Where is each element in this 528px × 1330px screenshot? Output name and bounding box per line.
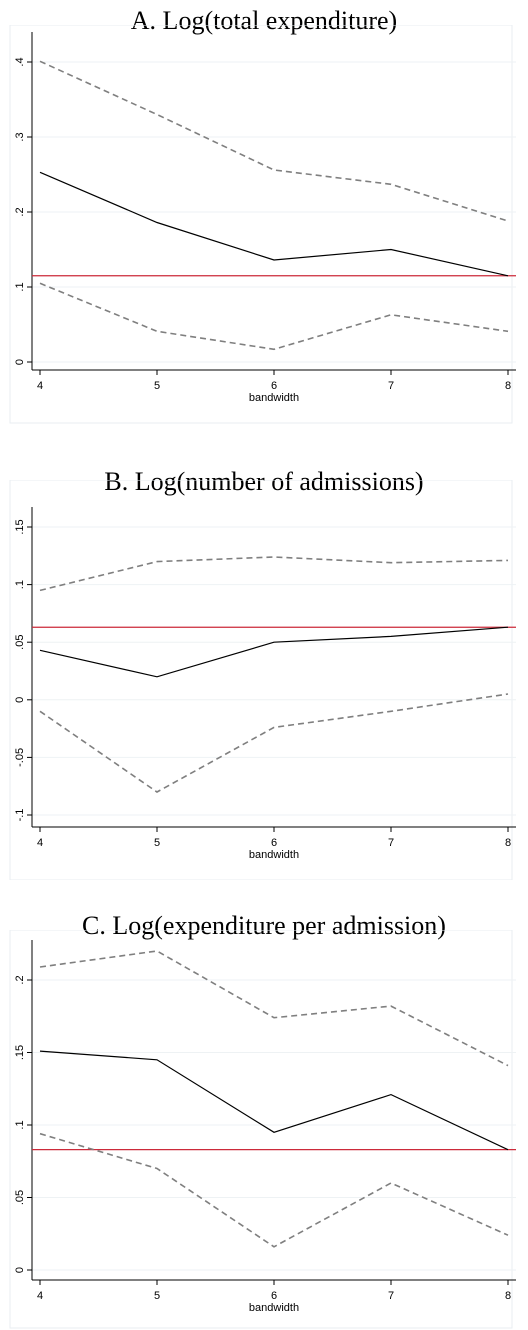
y-tick-label: 0 <box>14 697 26 703</box>
x-tick-label: 5 <box>154 837 160 849</box>
line-chart-b: -.1 -.05 0 .05 .1 .15 4 5 6 7 8 bandwidth <box>9 480 516 880</box>
chart-title: C. Log(expenditure per admission) <box>82 911 446 940</box>
y-tick-label: 0 <box>14 359 26 365</box>
y-tick-label: -.1 <box>14 809 26 822</box>
x-axis-title: bandwidth <box>249 849 299 861</box>
chart-panel-a: A. Log(total expenditure) <box>0 0 528 430</box>
y-tick-label: .2 <box>14 207 26 216</box>
estimate-line <box>39 1050 509 1151</box>
x-tick-label: 5 <box>154 1290 160 1302</box>
y-tick-label: .3 <box>14 132 26 141</box>
confidence-band-line <box>39 950 509 1067</box>
line-chart-c: 0 .05 .1 .15 .2 4 5 6 7 8 bandwidth <box>9 930 516 1329</box>
chart-frame <box>9 930 513 1329</box>
estimate-line <box>39 171 509 277</box>
chart-panel-b: B. Log(number of admissions) <box>0 455 528 885</box>
x-tick-label: 8 <box>505 837 511 849</box>
x-tick-label: 6 <box>271 380 277 392</box>
x-tick-label: 4 <box>37 380 43 392</box>
x-axis-title: bandwidth <box>249 1302 299 1314</box>
confidence-band-line <box>39 556 509 592</box>
y-tick-label: .15 <box>14 519 26 534</box>
estimate-line <box>39 626 509 678</box>
chart-frame <box>9 480 513 880</box>
y-tick-label: .15 <box>14 1045 26 1060</box>
confidence-band-line <box>39 60 509 222</box>
chart-title: B. Log(number of admissions) <box>104 467 424 496</box>
y-tick-label: .2 <box>14 975 26 984</box>
y-tick-label: .4 <box>14 57 26 66</box>
y-tick-label: .1 <box>14 1120 26 1129</box>
chart-title: A. Log(total expenditure) <box>130 6 398 35</box>
y-tick-label: 0 <box>14 1267 26 1273</box>
chart-panel-c: C. Log(expenditure per admission) <box>0 905 528 1329</box>
chart-frame <box>9 25 513 424</box>
confidence-band-line <box>39 1132 509 1248</box>
x-tick-label: 6 <box>271 837 277 849</box>
x-tick-label: 4 <box>37 1290 43 1302</box>
line-chart-a: 0 .1 .2 .3 .4 4 5 6 7 8 bandwidth <box>9 25 516 424</box>
x-tick-label: 8 <box>505 380 511 392</box>
confidence-band-line <box>39 693 509 793</box>
confidence-band-line <box>39 282 509 351</box>
x-tick-label: 4 <box>37 837 43 849</box>
y-tick-label: .1 <box>14 580 26 589</box>
x-tick-label: 7 <box>388 1290 394 1302</box>
y-tick-label: .05 <box>14 1190 26 1205</box>
x-tick-label: 6 <box>271 1290 277 1302</box>
y-tick-label: .05 <box>14 635 26 650</box>
x-tick-label: 7 <box>388 380 394 392</box>
x-tick-label: 7 <box>388 837 394 849</box>
x-axis-title: bandwidth <box>249 392 299 404</box>
x-tick-label: 8 <box>505 1290 511 1302</box>
y-tick-label: .1 <box>14 282 26 291</box>
x-tick-label: 5 <box>154 380 160 392</box>
y-tick-label: -.05 <box>14 748 26 767</box>
